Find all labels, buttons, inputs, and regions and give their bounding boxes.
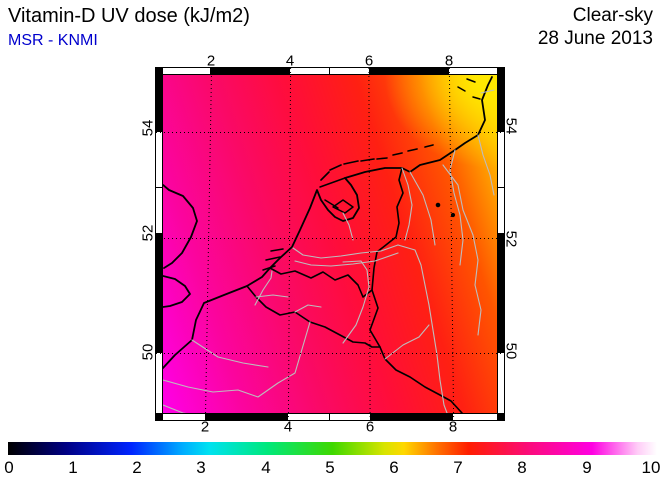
colorbar-tick-2: 2	[132, 458, 142, 477]
river-seine	[163, 321, 311, 398]
border-nl-de	[369, 167, 404, 348]
gridline-lat-54	[156, 132, 504, 133]
frame-band-right	[497, 68, 504, 420]
lon-tick-top-8: 8	[444, 52, 454, 70]
colorbar-tick-8: 8	[517, 458, 527, 477]
lat-tick-left-54: 54	[139, 119, 157, 137]
colorbar-tick-9: 9	[582, 458, 592, 477]
river-rhine-de	[397, 244, 448, 413]
page-title: Vitamin-D UV dose (kJ/m2)	[8, 5, 250, 27]
city-dot	[435, 202, 441, 208]
minor-tick	[410, 68, 411, 75]
minor-tick	[411, 413, 412, 420]
lon-tick-top-4: 4	[285, 52, 295, 70]
gridline-lat-50	[156, 353, 504, 354]
lon-tick-bottom-2: 2	[200, 418, 210, 436]
map-frame	[155, 67, 505, 421]
minor-tick	[497, 187, 504, 188]
river-somme	[191, 339, 269, 368]
colorbar-tick-4: 4	[261, 458, 271, 477]
lon-tick-top-6: 6	[364, 52, 374, 70]
minor-tick	[497, 296, 504, 297]
colorbar-tick-3: 3	[196, 458, 206, 477]
river-oise	[163, 404, 187, 413]
coastline-group	[163, 76, 493, 413]
coastline-england	[163, 184, 198, 269]
river-ijssel	[342, 212, 354, 241]
minor-tick	[156, 296, 163, 297]
lat-tick-left-50: 50	[139, 343, 157, 361]
colorbar-tick-6: 6	[389, 458, 399, 477]
lon-tick-top-2: 2	[206, 52, 216, 70]
river-ems	[401, 167, 413, 241]
minor-tick	[329, 413, 330, 420]
coastline-kent	[163, 275, 191, 308]
lat-tick-left-52: 52	[139, 224, 157, 242]
river-scheldt	[254, 270, 273, 306]
border-be-fr-de	[246, 285, 463, 413]
lon-tick-bottom-8: 8	[448, 418, 458, 436]
border-de-dk	[480, 89, 495, 94]
colorbar-tick-5: 5	[325, 458, 335, 477]
minor-tick	[329, 68, 330, 75]
minor-tick	[156, 187, 163, 188]
city-dot	[450, 212, 456, 218]
colorbar-tick-0: 0	[4, 458, 14, 477]
ijsselmeer-dike	[319, 177, 354, 214]
river-elbe	[477, 134, 495, 196]
lat-tick-right-54: 54	[502, 117, 520, 135]
lon-tick-bottom-6: 6	[365, 418, 375, 436]
colorbar-tick-7: 7	[453, 458, 463, 477]
frame-band-top	[163, 68, 497, 75]
colorbar-tick-10: 10	[641, 458, 661, 477]
river-meuse	[342, 260, 370, 344]
frame-band-left	[156, 68, 163, 420]
uv-field	[163, 75, 497, 413]
minor-tick	[246, 413, 247, 420]
north-frisian-islands	[457, 78, 481, 100]
border-de-states	[442, 164, 482, 336]
source-label: MSR - KNMI	[8, 32, 98, 49]
date-label: 28 June 2013	[537, 28, 653, 49]
wadden-islands	[320, 144, 434, 181]
lat-tick-right-52: 52	[502, 230, 520, 248]
border-be-internal	[255, 294, 322, 313]
river-rhine-nl	[292, 244, 399, 259]
delta-islands	[262, 248, 284, 271]
gridline-lat-52	[156, 238, 504, 239]
colorbar	[8, 442, 657, 455]
river-moselle	[384, 324, 430, 360]
lon-tick-bottom-4: 4	[283, 418, 293, 436]
colorbar-tick-1: 1	[68, 458, 78, 477]
rivers-group	[163, 89, 495, 413]
frame-band-bottom	[163, 413, 497, 420]
border-de-states2	[409, 171, 436, 246]
coastline-svg	[163, 76, 495, 413]
minor-tick	[250, 68, 251, 75]
header-right: Clear-sky 28 June 2013	[538, 4, 653, 50]
border-be-nl	[269, 267, 373, 298]
river-waal	[294, 252, 399, 267]
condition-label: Clear-sky	[572, 5, 653, 26]
lat-tick-right-50: 50	[502, 342, 520, 360]
coastline-continent	[163, 177, 360, 369]
coastline-german-bight	[344, 76, 493, 179]
